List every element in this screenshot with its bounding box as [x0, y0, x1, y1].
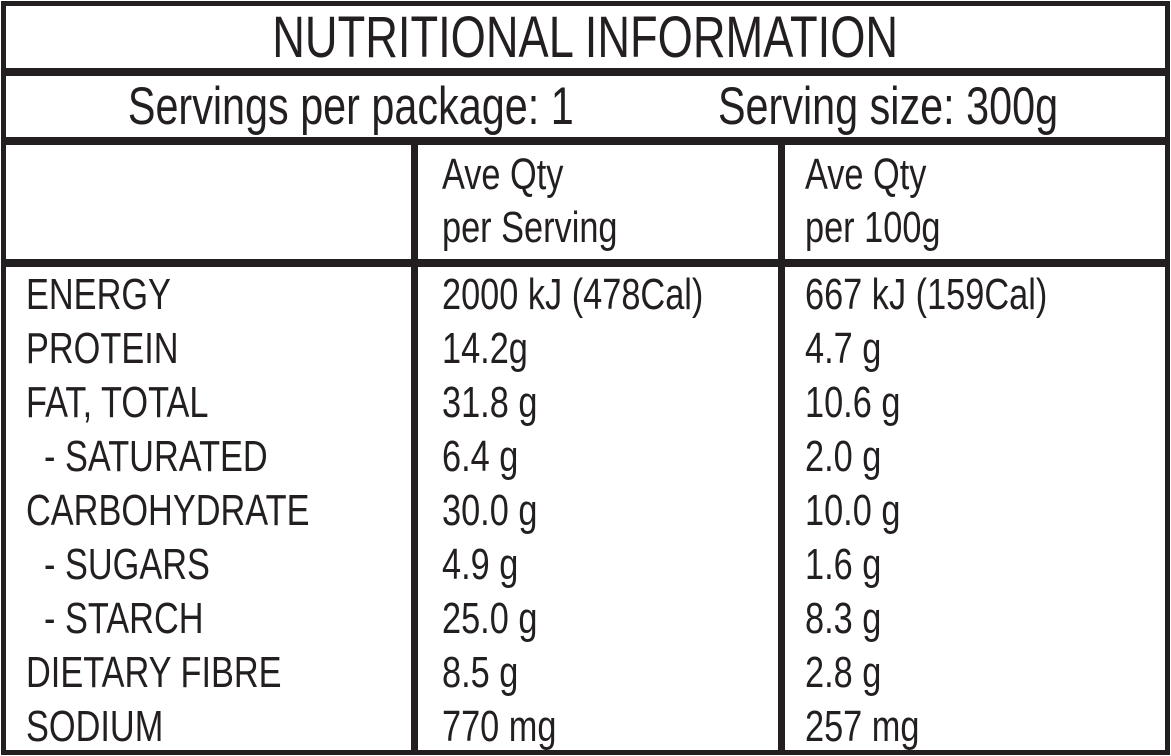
nutrient-name: PROTEIN [6, 321, 411, 375]
value-per-100g: 10.6 g [778, 375, 1165, 429]
nutrient-name-text: ENERGY [26, 270, 171, 319]
value-per-100g: 2.8 g [778, 645, 1165, 699]
nutrient-name-text: FAT, TOTAL [26, 378, 209, 427]
nutrient-name-text: SODIUM [26, 702, 164, 751]
nutrient-name: - STARCH [6, 591, 411, 645]
nutrient-name-text: - SUGARS [44, 540, 210, 589]
nutrient-name-text: PROTEIN [26, 324, 179, 373]
serving-size-text: Serving size: 300g [718, 77, 1059, 136]
value-per-100g-text: 667 kJ (159Cal) [805, 270, 1048, 319]
horizontal-rule-top [6, 68, 1165, 76]
value-per-100g: 667 kJ (159Cal) [778, 267, 1165, 321]
value-per-serving: 4.9 g [411, 537, 778, 591]
value-per-serving: 30.0 g [411, 483, 778, 537]
servings-line: Servings per package: 1 Serving size: 300… [6, 76, 1165, 137]
value-per-100g-text: 10.0 g [805, 486, 901, 535]
nutrient-name-text: - SATURATED [44, 432, 268, 481]
value-per-100g-text: 1.6 g [805, 540, 882, 589]
value-per-100g: 10.0 g [778, 483, 1165, 537]
value-per-serving: 770 mg [411, 699, 778, 751]
value-per-100g: 1.6 g [778, 537, 1165, 591]
value-per-serving-text: 25.0 g [442, 594, 538, 643]
nutrient-name: - SATURATED [6, 429, 411, 483]
horizontal-rule-servings [6, 137, 1165, 145]
value-per-100g-text: 2.8 g [805, 648, 882, 697]
value-per-100g: 2.0 g [778, 429, 1165, 483]
nutrient-name: SODIUM [6, 699, 411, 751]
value-per-100g: 4.7 g [778, 321, 1165, 375]
header-per-serving-line1: Ave Qty [442, 150, 564, 199]
header-per-serving-line2: per Serving [442, 203, 618, 252]
label-title-block: NUTRITIONAL INFORMATION [6, 5, 1165, 70]
value-per-100g-text: 2.0 g [805, 432, 882, 481]
nutrient-name: CARBOHYDRATE [6, 483, 411, 537]
nutrient-name: ENERGY [6, 267, 411, 321]
value-per-serving-text: 30.0 g [442, 486, 538, 535]
value-per-serving-text: 2000 kJ (478Cal) [442, 270, 704, 319]
nutrient-name: - SUGARS [6, 537, 411, 591]
value-per-100g-text: 257 mg [805, 702, 920, 751]
header-nutrient-spacer [6, 145, 411, 259]
header-per-serving: Ave Qty per Serving [411, 145, 778, 259]
nutrient-name-text: DIETARY FIBRE [26, 648, 282, 697]
value-per-serving-text: 770 mg [442, 702, 557, 751]
value-per-serving-text: 14.2g [442, 324, 528, 373]
nutrient-name-text: CARBOHYDRATE [26, 486, 310, 535]
value-per-100g: 257 mg [778, 699, 1165, 751]
value-per-100g-text: 4.7 g [805, 324, 882, 373]
value-per-serving: 25.0 g [411, 591, 778, 645]
nutrient-name: FAT, TOTAL [6, 375, 411, 429]
value-per-serving: 14.2g [411, 321, 778, 375]
value-per-serving: 6.4 g [411, 429, 778, 483]
value-per-100g-text: 10.6 g [805, 378, 901, 427]
header-per-100g-line1: Ave Qty [805, 150, 927, 199]
label-title: NUTRITIONAL INFORMATION [272, 5, 899, 70]
header-per-100g-line2: per 100g [805, 203, 941, 252]
value-per-serving-text: 4.9 g [442, 540, 519, 589]
value-per-100g-text: 8.3 g [805, 594, 882, 643]
value-per-serving: 31.8 g [411, 375, 778, 429]
value-per-serving-text: 8.5 g [442, 648, 519, 697]
nutrient-name-text: - STARCH [44, 594, 204, 643]
servings-per-package-text: Servings per package: 1 [127, 77, 574, 136]
value-per-100g: 8.3 g [778, 591, 1165, 645]
value-per-serving-text: 31.8 g [442, 378, 538, 427]
horizontal-rule-header [6, 259, 1165, 267]
nutrient-name: DIETARY FIBRE [6, 645, 411, 699]
value-per-serving-text: 6.4 g [442, 432, 519, 481]
value-per-serving: 2000 kJ (478Cal) [411, 267, 778, 321]
value-per-serving: 8.5 g [411, 645, 778, 699]
nutrition-table: Ave Qty per Serving Ave Qty per 100g ENE… [6, 145, 1165, 751]
header-per-100g: Ave Qty per 100g [778, 145, 1165, 259]
